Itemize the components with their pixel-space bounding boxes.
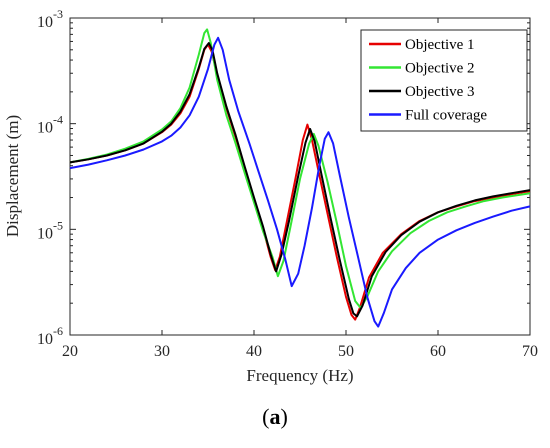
- x-axis-title: Frequency (Hz): [246, 366, 353, 385]
- legend-label: Objective 2: [405, 61, 475, 77]
- x-tick-labels: 20 30 40 50 60 70: [62, 343, 538, 360]
- y-tick-label: 10-3: [37, 7, 63, 31]
- y-tick-labels: 10-6 10-5 10-4 10-3: [37, 7, 63, 348]
- legend-items: Objective 1 Objective 2 Objective 3 Full co…: [369, 37, 487, 124]
- series-line-3: [69, 42, 531, 318]
- series-group: [69, 28, 531, 328]
- x-tick-label: 60: [430, 343, 446, 360]
- y-tick-label: 10-5: [37, 218, 63, 242]
- legend-label: Full coverage: [405, 108, 487, 124]
- x-tick-label: 40: [246, 343, 262, 360]
- x-tick-label: 70: [522, 343, 538, 360]
- x-tick-label: 50: [338, 343, 354, 360]
- legend: Objective 1 Objective 2 Objective 3 Full co…: [360, 29, 528, 132]
- x-tick-label: 30: [154, 343, 170, 360]
- line-chart: 20 30 40 50 60 70 10-6 10-5 10-4 10-3 Frequency …: [3, 7, 538, 385]
- series-line-2: [69, 28, 531, 309]
- legend-label: Objective 3: [405, 84, 475, 100]
- series-line-4: [69, 36, 531, 328]
- caption-label: a: [269, 404, 281, 429]
- legend-label: Objective 1: [405, 37, 475, 53]
- y-axis-title: Displacement (m): [3, 115, 22, 237]
- figure-caption: (a): [262, 404, 288, 429]
- y-tick-label: 10-4: [37, 113, 63, 137]
- y-tick-label: 10-6: [37, 324, 63, 348]
- x-tick-label: 20: [62, 343, 78, 360]
